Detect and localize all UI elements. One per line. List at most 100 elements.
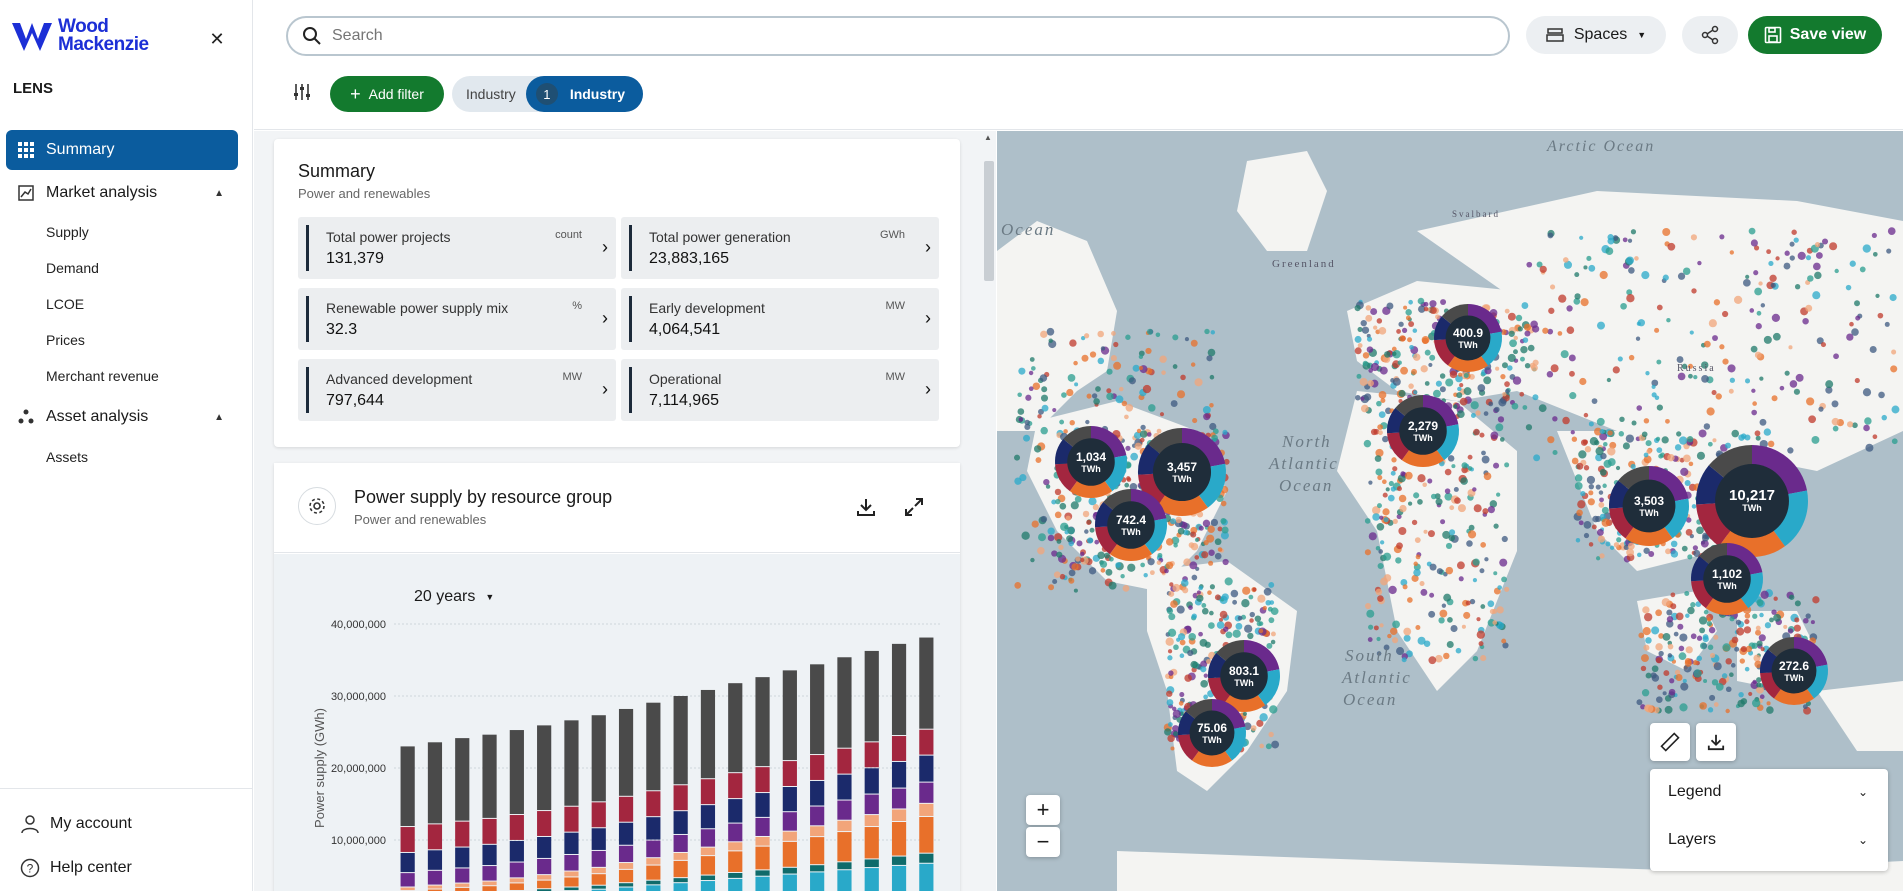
project-dot[interactable] bbox=[1589, 437, 1599, 446]
project-dot[interactable] bbox=[1502, 391, 1507, 397]
project-dot[interactable] bbox=[1127, 563, 1136, 572]
project-dot[interactable] bbox=[1738, 691, 1744, 698]
project-dot[interactable] bbox=[1413, 492, 1420, 499]
project-dot[interactable] bbox=[1872, 251, 1878, 257]
project-dot[interactable] bbox=[1789, 594, 1795, 600]
project-dot[interactable] bbox=[1467, 530, 1477, 539]
project-dot[interactable] bbox=[1504, 586, 1510, 592]
project-dot[interactable] bbox=[1497, 416, 1505, 423]
project-dot[interactable] bbox=[1522, 405, 1528, 410]
project-dot[interactable] bbox=[1422, 482, 1427, 488]
search-input[interactable] bbox=[332, 27, 1482, 45]
project-dot[interactable] bbox=[1562, 257, 1569, 263]
project-dot[interactable] bbox=[1697, 260, 1702, 266]
project-dot[interactable] bbox=[1628, 354, 1635, 361]
project-dot[interactable] bbox=[1643, 455, 1652, 464]
project-dot[interactable] bbox=[1891, 349, 1897, 355]
project-dot[interactable] bbox=[1651, 379, 1659, 387]
project-dot[interactable] bbox=[1169, 582, 1174, 587]
project-dot[interactable] bbox=[1360, 396, 1365, 401]
project-dot[interactable] bbox=[1190, 362, 1196, 367]
project-dot[interactable] bbox=[1202, 519, 1211, 528]
project-dot[interactable] bbox=[1254, 615, 1262, 622]
project-dot[interactable] bbox=[1706, 617, 1712, 622]
project-dot[interactable] bbox=[1208, 560, 1214, 566]
project-dot[interactable] bbox=[1242, 586, 1251, 595]
project-dot[interactable] bbox=[1497, 585, 1502, 590]
project-dot[interactable] bbox=[1525, 424, 1533, 431]
project-dot[interactable] bbox=[1676, 431, 1682, 437]
project-dot[interactable] bbox=[1499, 437, 1505, 442]
project-dot[interactable] bbox=[1599, 270, 1608, 280]
project-dot[interactable] bbox=[1219, 610, 1228, 619]
project-dot[interactable] bbox=[1493, 462, 1500, 469]
project-dot[interactable] bbox=[1616, 537, 1622, 543]
project-dot[interactable] bbox=[1156, 428, 1162, 434]
project-dot[interactable] bbox=[1651, 674, 1660, 682]
scroll-thumb[interactable] bbox=[984, 161, 994, 281]
project-dot[interactable] bbox=[1047, 534, 1055, 542]
project-dot[interactable] bbox=[1696, 526, 1704, 535]
project-dot[interactable] bbox=[1145, 347, 1152, 355]
project-dot[interactable] bbox=[1080, 551, 1085, 557]
project-dot[interactable] bbox=[1846, 421, 1854, 428]
project-dot[interactable] bbox=[1862, 388, 1872, 397]
project-dot[interactable] bbox=[1578, 520, 1584, 526]
project-dot[interactable] bbox=[1392, 518, 1398, 524]
project-dot[interactable] bbox=[1753, 654, 1761, 662]
project-dot[interactable] bbox=[1588, 542, 1594, 547]
project-dot[interactable] bbox=[1166, 607, 1174, 615]
project-dot[interactable] bbox=[1743, 626, 1752, 634]
project-dot[interactable] bbox=[1678, 652, 1687, 661]
project-dot[interactable] bbox=[1635, 336, 1641, 341]
project-dot[interactable] bbox=[1663, 670, 1670, 677]
project-dot[interactable] bbox=[1636, 699, 1643, 706]
project-dot[interactable] bbox=[1099, 560, 1108, 568]
project-dot[interactable] bbox=[1863, 424, 1870, 432]
project-dot[interactable] bbox=[1360, 319, 1367, 327]
project-dot[interactable] bbox=[1640, 665, 1647, 672]
project-dot[interactable] bbox=[1368, 624, 1374, 630]
project-dot[interactable] bbox=[1579, 235, 1584, 240]
project-dot[interactable] bbox=[1664, 705, 1673, 714]
project-dot[interactable] bbox=[1501, 576, 1507, 583]
project-dot[interactable] bbox=[1520, 356, 1525, 362]
project-dot[interactable] bbox=[1737, 699, 1745, 708]
project-dot[interactable] bbox=[1457, 386, 1462, 392]
project-dot[interactable] bbox=[1201, 551, 1209, 559]
project-dot[interactable] bbox=[1571, 436, 1578, 442]
project-dot[interactable] bbox=[1667, 653, 1673, 658]
project-dot[interactable] bbox=[1725, 658, 1732, 665]
project-dot[interactable] bbox=[1577, 500, 1586, 509]
project-dot[interactable] bbox=[1413, 568, 1421, 577]
project-dot[interactable] bbox=[1725, 442, 1731, 449]
project-dot[interactable] bbox=[1722, 358, 1729, 365]
project-dot[interactable] bbox=[1668, 688, 1676, 696]
project-dot[interactable] bbox=[1365, 305, 1372, 311]
project-dot[interactable] bbox=[1825, 380, 1834, 389]
project-dot[interactable] bbox=[1463, 387, 1472, 396]
project-dot[interactable] bbox=[1028, 386, 1034, 392]
project-dot[interactable] bbox=[1626, 289, 1633, 296]
project-dot[interactable] bbox=[1582, 439, 1589, 445]
project-dot[interactable] bbox=[1056, 551, 1063, 558]
project-dot[interactable] bbox=[1755, 323, 1762, 330]
project-dot[interactable] bbox=[1435, 380, 1442, 387]
project-dot[interactable] bbox=[1755, 629, 1761, 636]
project-dot[interactable] bbox=[1769, 274, 1777, 282]
project-dot[interactable] bbox=[1378, 327, 1387, 335]
project-dot[interactable] bbox=[1400, 471, 1406, 477]
project-dot[interactable] bbox=[1480, 542, 1486, 548]
project-dot[interactable] bbox=[1492, 608, 1498, 614]
project-dot[interactable] bbox=[1756, 310, 1762, 316]
project-dot[interactable] bbox=[1017, 408, 1025, 415]
project-dot[interactable] bbox=[1645, 440, 1652, 447]
project-dot[interactable] bbox=[1889, 293, 1897, 302]
project-dot[interactable] bbox=[1196, 594, 1204, 602]
project-dot[interactable] bbox=[1149, 570, 1155, 576]
project-dot[interactable] bbox=[1068, 569, 1076, 577]
project-dot[interactable] bbox=[1641, 689, 1650, 697]
project-dot[interactable] bbox=[1455, 647, 1462, 654]
project-dot[interactable] bbox=[1204, 328, 1210, 335]
project-dot[interactable] bbox=[1411, 368, 1417, 375]
